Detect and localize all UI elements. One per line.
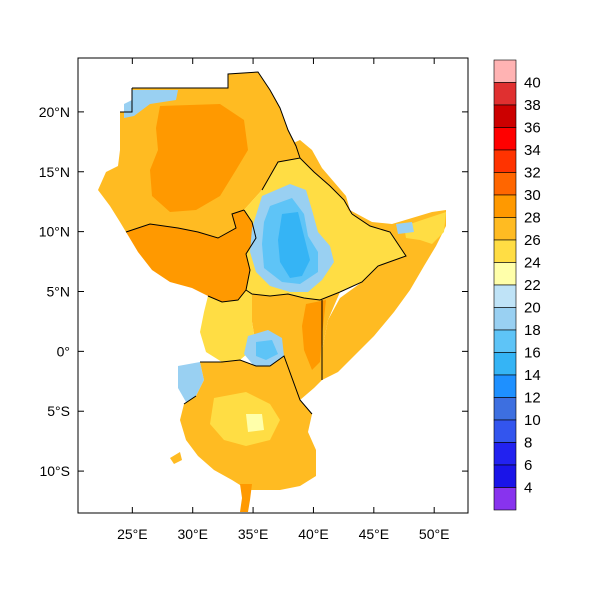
ethiopia-highlands-deep: [278, 212, 310, 278]
x-tick-label: 45°E: [359, 526, 390, 542]
y-axis: 20°N 15°N 10°N 5°N 0° 5°S 10°S: [39, 104, 468, 479]
colorbar-label: 4: [524, 480, 532, 497]
y-tick-label: 5°N: [47, 283, 71, 299]
colorbar-swatch: [493, 59, 517, 83]
colorbar-swatch: [493, 352, 517, 376]
x-tick-label: 35°E: [238, 526, 269, 542]
colorbar-swatch: [493, 442, 517, 466]
y-tick-label: 10°S: [39, 463, 70, 479]
colorbar-swatch: [493, 284, 517, 308]
colorbar-label: 14: [524, 367, 541, 384]
x-tick-label: 40°E: [298, 526, 329, 542]
colorbar-label: 26: [524, 232, 541, 249]
colorbar-label: 36: [524, 120, 541, 137]
west-lakes-cool: [178, 362, 204, 402]
colorbar-swatch: [493, 172, 517, 196]
colorbar-swatch: [493, 104, 517, 128]
colorbar-label: 12: [524, 390, 541, 407]
sudan-hot-core: [150, 104, 248, 212]
colorbar-label: 32: [524, 165, 541, 182]
colorbar-swatch: [493, 262, 517, 286]
colorbar-label: 40: [524, 75, 541, 92]
colorbar-label: 24: [524, 255, 541, 272]
kenya-east-hot: [302, 300, 326, 370]
sudan-nw-cool: [124, 90, 178, 118]
colorbar-label: 10: [524, 412, 541, 429]
colorbar-swatch: [493, 419, 517, 443]
tanzania-center-pale: [210, 392, 280, 446]
colorbar-label: 28: [524, 210, 541, 227]
colorbar-swatch: [493, 217, 517, 241]
y-tick-label: 20°N: [39, 104, 70, 120]
colorbar-label: 20: [524, 300, 541, 317]
colorbar-swatch: [493, 149, 517, 173]
country-borders: [120, 71, 407, 415]
colorbar-swatch: [493, 194, 517, 218]
region-uganda: [200, 290, 256, 362]
horn-cool-dot: [396, 222, 414, 234]
y-tick-label: 0°: [57, 343, 70, 359]
colorbar-label: 18: [524, 322, 541, 339]
colorbar-swatch: [493, 307, 517, 331]
colorbar-swatch: [493, 487, 517, 511]
y-tick-label: 15°N: [39, 164, 70, 180]
tanzania-cool-spots: [246, 414, 264, 432]
colorbar-label: 22: [524, 277, 541, 294]
colorbar-label: 16: [524, 345, 541, 362]
colorbar-swatch: [493, 127, 517, 151]
west-fragment: [170, 452, 182, 464]
x-tick-label: 30°E: [177, 526, 208, 542]
x-tick-label: 25°E: [117, 526, 148, 542]
x-tick-label: 50°E: [419, 526, 450, 542]
plot-frame: [77, 57, 469, 514]
colorbar-label: 8: [524, 435, 532, 452]
lake-victoria-core: [256, 340, 278, 360]
malawi-tail: [240, 484, 252, 512]
field-layer: [98, 72, 446, 512]
y-tick-label: 5°S: [47, 403, 70, 419]
x-axis: 25°E 30°E 35°E 40°E 45°E 50°E: [117, 58, 449, 542]
colorbar-swatch: [493, 329, 517, 353]
colorbar: 40 38 36 34 32 30 28 26 24 22 20 18 16 14 12 10 8 6 4: [493, 59, 541, 511]
colorbar-swatch: [493, 374, 517, 398]
colorbar-label: 34: [524, 142, 541, 159]
colorbar-label: 6: [524, 457, 532, 474]
colorbar-swatch: [493, 464, 517, 488]
y-tick-label: 10°N: [39, 224, 70, 240]
colorbar-swatch: [493, 397, 517, 421]
region-south-sudan: [126, 210, 256, 302]
colorbar-label: 38: [524, 97, 541, 114]
colorbar-swatch: [493, 239, 517, 263]
region-somalia: [322, 208, 446, 380]
colorbar-label: 30: [524, 187, 541, 204]
colorbar-swatch: [493, 82, 517, 106]
horn-tip: [404, 212, 446, 244]
